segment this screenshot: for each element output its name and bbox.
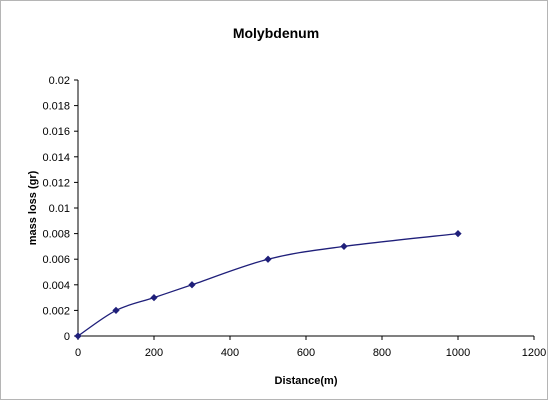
data-point (454, 229, 462, 238)
x-tick-label: 0 (75, 347, 81, 359)
y-tick-label: 0.014 (42, 152, 70, 164)
x-axis-title: Distance(m) (275, 375, 338, 387)
y-tick-label: 0.008 (42, 229, 70, 241)
y-tick-label: 0.004 (42, 280, 70, 292)
series-line (77, 232, 459, 337)
data-point (74, 332, 82, 340)
chart-title: Molybdenum (233, 25, 319, 41)
y-tick-label: 0.018 (42, 101, 70, 113)
data-point (188, 281, 196, 289)
y-tick-label: 0 (64, 331, 70, 343)
data-point (264, 255, 272, 263)
data-point (150, 293, 158, 302)
y-tick-label: 0.002 (42, 305, 70, 317)
x-tick-label: 800 (373, 347, 391, 359)
y-axis-title: mass loss (gr) (27, 170, 39, 245)
tick-labels: 0 0.002 0.004 0.006 0.008 0.01 0.012 0.014 0.016… (42, 75, 546, 359)
y-tick-label: 0.012 (42, 177, 70, 189)
data-point (340, 242, 348, 251)
x-tick-label: 1000 (446, 347, 470, 359)
x-tick-label: 600 (297, 347, 315, 359)
x-tick-label: 1200 (522, 347, 546, 359)
y-tick-label: 0.02 (49, 75, 70, 87)
x-tick-label: 400 (221, 347, 239, 359)
x-tick-label: 200 (145, 347, 163, 359)
y-tick-label: 0.01 (49, 203, 70, 215)
series-group (74, 229, 462, 340)
axes (74, 79, 535, 340)
y-tick-label: 0.006 (42, 254, 70, 266)
data-point (112, 306, 120, 315)
y-tick-label: 0.016 (42, 126, 70, 138)
